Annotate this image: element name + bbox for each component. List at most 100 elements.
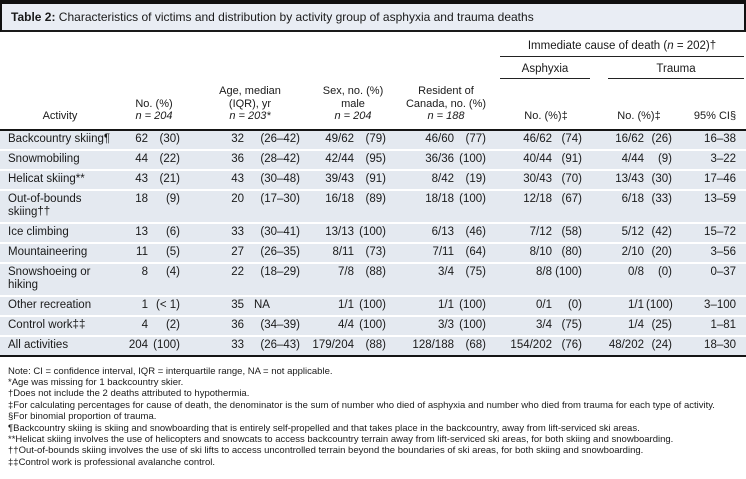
data-cell: (70)	[554, 168, 594, 190]
data-cell: 6/13	[394, 221, 456, 243]
data-cell: 8/8	[498, 261, 554, 296]
data-cell: (58)	[554, 221, 594, 243]
characteristics-table: Immediate cause of death (n = 202)† Asph…	[0, 32, 746, 357]
data-cell: (34–39)	[246, 314, 312, 336]
data-cell: (73)	[356, 241, 394, 263]
data-cell: 8	[120, 261, 150, 296]
col-header-ci: 95% CI§	[684, 79, 746, 131]
data-cell: 62	[120, 129, 150, 150]
data-cell: 1/4	[594, 314, 646, 336]
col-header-activity: Activity	[0, 79, 120, 131]
footnote-line: ¶Backcountry skiing is skiing and snowbo…	[8, 422, 640, 434]
footnote-line: ‡‡Control work is professional avalanche…	[8, 456, 215, 468]
data-cell: (64)	[456, 241, 498, 263]
col-header-trauma-no: No. (%)‡	[594, 79, 684, 131]
activity-cell: Snowshoeing or hiking	[0, 261, 120, 296]
activity-cell: All activities	[0, 334, 120, 357]
data-cell: (9)	[646, 148, 684, 170]
data-cell: 3/3	[394, 314, 456, 336]
footnote-line: ‡For calculating percentages for cause o…	[8, 399, 715, 411]
data-cell: 4/44	[594, 148, 646, 170]
activity-cell: Snowmobiling	[0, 148, 120, 170]
asphyxia-group-label: Asphyxia	[500, 57, 590, 79]
ci-cell: 13–59	[684, 188, 746, 223]
data-cell: 1/1	[394, 294, 456, 316]
activity-cell: Mountaineering	[0, 241, 120, 263]
table-row: Mountaineering 11 (5) 27 (26–35) 8/11 (73) 7/11…	[0, 241, 746, 263]
data-cell: (91)	[356, 168, 394, 190]
data-cell: 128/188	[394, 334, 456, 357]
footnote-line: †Does not include the 2 deaths attribute…	[8, 388, 250, 400]
col-header-age: Age, median (IQR), yr n = 203*	[188, 79, 312, 131]
table-title-text: Characteristics of victims and distribut…	[55, 10, 534, 24]
ci-cell: 16–38	[684, 129, 746, 150]
data-cell: 27	[188, 241, 246, 263]
activity-cell: Out-of-bounds skiing††	[0, 188, 120, 223]
data-cell: 40/44	[498, 148, 554, 170]
col-header-asphyxia-no: No. (%)‡	[498, 79, 594, 131]
data-cell: 154/202	[498, 334, 554, 357]
asphyxia-group-header: Asphyxia	[498, 57, 594, 79]
data-cell: 204	[120, 334, 150, 357]
data-cell: 5/12	[594, 221, 646, 243]
data-cell: (46)	[456, 221, 498, 243]
ci-cell: 17–46	[684, 168, 746, 190]
data-cell: 36	[188, 314, 246, 336]
activity-cell: Control work‡‡	[0, 314, 120, 336]
data-cell: (89)	[356, 188, 394, 223]
data-cell: (88)	[356, 334, 394, 357]
data-cell: (80)	[554, 241, 594, 263]
activity-cell: Helicat skiing**	[0, 168, 120, 190]
data-cell: 2/10	[594, 241, 646, 263]
footnote-line: §For binomial proportion of trauma.	[8, 411, 157, 423]
data-cell: (26–35)	[246, 241, 312, 263]
data-cell: (79)	[356, 129, 394, 150]
table-row: All activities 204 (100) 33 (26–43) 179/204 (8…	[0, 334, 746, 357]
table-body: Backcountry skiing¶ 62 (30) 32 (26–42) 49/62(…	[0, 129, 746, 357]
data-cell: (< 1)	[150, 294, 188, 316]
data-cell: (100)	[456, 148, 498, 170]
data-cell: 18	[120, 188, 150, 223]
spanner-row-groups: Asphyxia Trauma	[0, 57, 746, 80]
data-cell: 16/62	[594, 129, 646, 150]
data-cell: (17–30)	[246, 188, 312, 223]
data-cell: (100)	[356, 294, 394, 316]
data-cell: (20)	[646, 241, 684, 263]
data-cell: (100)	[356, 314, 394, 336]
data-cell: (100)	[456, 314, 498, 336]
data-cell: (26–42)	[246, 129, 312, 150]
data-cell: 35	[188, 294, 246, 316]
data-cell: 30/43	[498, 168, 554, 190]
column-header-row: Activity No. (%) n = 204 Age, median (IQR…	[0, 79, 746, 131]
data-cell: (100)	[554, 261, 594, 296]
table-row: Other recreation 1 (< 1) 35 NA 1/1 (100) 1/1 (10…	[0, 294, 746, 316]
data-cell: 33	[188, 221, 246, 243]
ci-cell: 15–72	[684, 221, 746, 243]
data-cell: 13/43	[594, 168, 646, 190]
data-cell: 0/1	[498, 294, 554, 316]
data-cell: (28–42)	[246, 148, 312, 170]
footnote-line: **Helicat skiing involves the use of hel…	[8, 433, 674, 445]
data-cell: (67)	[554, 188, 594, 223]
activity-cell: Other recreation	[0, 294, 120, 316]
data-cell: (88)	[356, 261, 394, 296]
data-cell: 11	[120, 241, 150, 263]
spanner-spacer	[0, 57, 498, 80]
data-cell: 8/42	[394, 168, 456, 190]
data-cell: 8/10	[498, 241, 554, 263]
data-cell: (24)	[646, 334, 684, 357]
data-cell: 49/62	[312, 129, 356, 150]
data-cell: 7/12	[498, 221, 554, 243]
data-cell: 7/8	[312, 261, 356, 296]
ci-cell: 0–37	[684, 261, 746, 296]
table-number-label: Table 2:	[11, 10, 56, 24]
data-cell: 13/13	[312, 221, 356, 243]
data-cell: (9)	[150, 188, 188, 223]
data-cell: 42/44	[312, 148, 356, 170]
data-cell: (25)	[646, 314, 684, 336]
table-header: Immediate cause of death (n = 202)† Asph…	[0, 32, 746, 131]
data-cell: (100)	[456, 294, 498, 316]
data-cell: 179/204	[312, 334, 356, 357]
data-cell: 6/18	[594, 188, 646, 223]
data-cell: NA	[246, 294, 312, 316]
